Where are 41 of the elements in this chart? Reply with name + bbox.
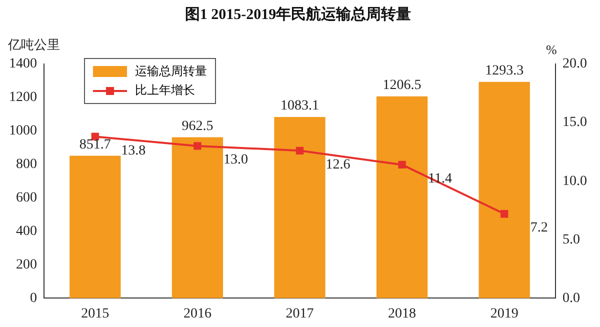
- data-label: 1293.3: [485, 64, 524, 79]
- bar: [376, 96, 428, 298]
- x-tick-label: 2017: [286, 306, 314, 322]
- y-tick-label: 800: [16, 157, 37, 172]
- point: [500, 210, 508, 218]
- y2-tick-label: 15.0: [562, 115, 587, 130]
- y-tick-label: 1400: [9, 56, 37, 72]
- y-tick-label: 600: [16, 190, 37, 206]
- y-axis-title: 亿吨公里: [8, 37, 60, 54]
- data-label: 851.7: [79, 137, 111, 152]
- x-tick-label: 2015: [81, 306, 110, 322]
- point: [296, 146, 304, 154]
- y2-axis-title: %: [546, 42, 557, 58]
- data-label: 7.2: [530, 220, 548, 236]
- legend-label: 运输总周转量: [135, 63, 207, 80]
- y-tick-label: 400: [16, 224, 37, 239]
- y-tick-label: 1000: [9, 124, 37, 139]
- data-label: 962.5: [182, 118, 214, 134]
- y2-tick-label: 10.0: [562, 174, 587, 189]
- chart-title: 图1 2015-2019年民航运输总周转量: [184, 4, 412, 23]
- data-label: 12.6: [326, 157, 350, 172]
- bar: [70, 156, 121, 298]
- legend-label: 比上年增长: [135, 82, 195, 99]
- point: [194, 142, 202, 150]
- bar: [478, 82, 530, 298]
- data-label: 1206.5: [382, 78, 422, 94]
- data-label: 13.8: [121, 143, 146, 158]
- y-tick-label: 0: [30, 290, 37, 306]
- y-tick-label: 200: [16, 257, 37, 272]
- bar: [274, 117, 326, 298]
- x-tick-label: 2016: [183, 306, 212, 322]
- x-tick-label: 2019: [490, 306, 518, 322]
- data-label: 13.0: [223, 152, 248, 168]
- y2-tick-label: 0.0: [562, 290, 580, 306]
- y2-tick-label: 20.0: [562, 56, 587, 72]
- bar: [172, 137, 224, 298]
- x-tick-label: 2018: [388, 306, 416, 322]
- y-tick-label: 1200: [9, 90, 37, 106]
- data-label: 1083.1: [280, 98, 319, 114]
- y2-tick-label: 5.0: [562, 232, 580, 248]
- point: [398, 160, 406, 169]
